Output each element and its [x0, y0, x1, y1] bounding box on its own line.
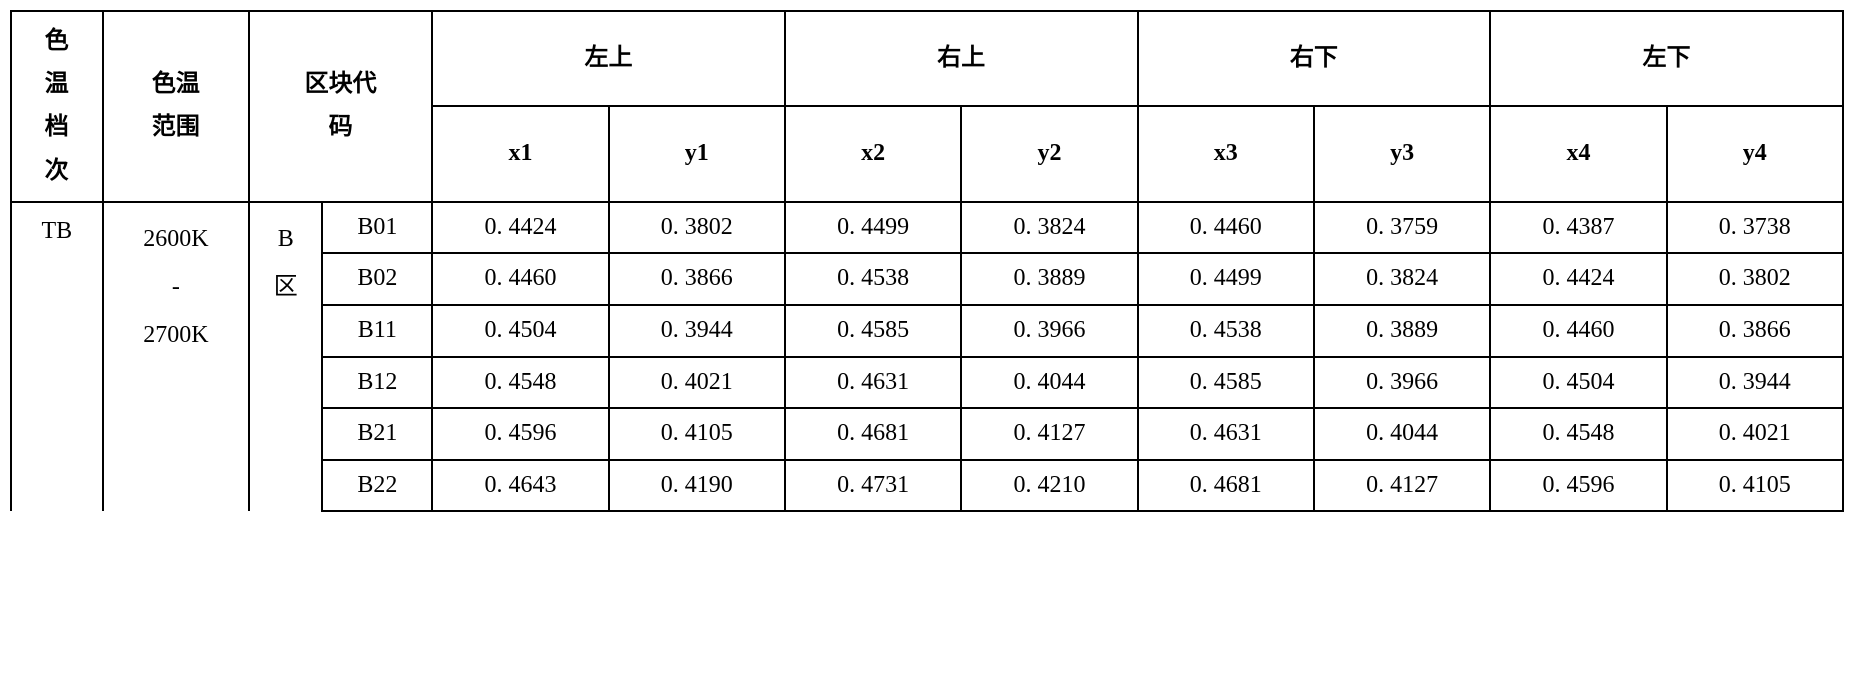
data-cell-x3: 0. 4631: [1138, 408, 1314, 460]
data-cell-x1: 0. 4643: [432, 460, 608, 512]
data-cell-x2: 0. 4731: [785, 460, 961, 512]
grade-cell: TB: [11, 202, 103, 512]
header-bottom-left: 左下: [1490, 11, 1843, 106]
header-y3: y3: [1314, 106, 1490, 201]
data-cell-y4: 0. 3802: [1667, 253, 1843, 305]
data-cell-x3: 0. 4681: [1138, 460, 1314, 512]
data-cell-x2: 0. 4585: [785, 305, 961, 357]
data-cell-y4: 0. 4021: [1667, 408, 1843, 460]
header-x2: x2: [785, 106, 961, 201]
header-top-right: 右上: [785, 11, 1138, 106]
header-y2: y2: [961, 106, 1137, 201]
data-cell-y3: 0. 3966: [1314, 357, 1490, 409]
data-cell-y4: 0. 3944: [1667, 357, 1843, 409]
header-grade: 色温档次: [11, 11, 103, 202]
data-cell-x2: 0. 4681: [785, 408, 961, 460]
data-cell-x3: 0. 4585: [1138, 357, 1314, 409]
data-cell-y1: 0. 3802: [609, 202, 785, 254]
data-cell-y3: 0. 4127: [1314, 460, 1490, 512]
data-cell-y1: 0. 4190: [609, 460, 785, 512]
data-cell-x2: 0. 4631: [785, 357, 961, 409]
data-cell-y3: 0. 3824: [1314, 253, 1490, 305]
code-cell: B02: [322, 253, 432, 305]
code-cell: B21: [322, 408, 432, 460]
data-cell-x1: 0. 4504: [432, 305, 608, 357]
data-cell-x4: 0. 4424: [1490, 253, 1666, 305]
data-cell-y4: 0. 3866: [1667, 305, 1843, 357]
header-x4: x4: [1490, 106, 1666, 201]
header-y1: y1: [609, 106, 785, 201]
range-cell: 2600K-2700K: [103, 202, 250, 512]
header-x1: x1: [432, 106, 608, 201]
data-cell-x1: 0. 4424: [432, 202, 608, 254]
data-cell-x1: 0. 4548: [432, 357, 608, 409]
data-cell-x4: 0. 4596: [1490, 460, 1666, 512]
header-x3: x3: [1138, 106, 1314, 201]
header-row-1: 色温档次 色温范围 区块代码 左上 右上 右下 左下: [11, 11, 1843, 106]
data-cell-x2: 0. 4499: [785, 202, 961, 254]
code-cell: B01: [322, 202, 432, 254]
data-cell-y1: 0. 3944: [609, 305, 785, 357]
data-cell-y4: 0. 4105: [1667, 460, 1843, 512]
data-cell-y2: 0. 4210: [961, 460, 1137, 512]
data-cell-y2: 0. 4127: [961, 408, 1137, 460]
header-top-left: 左上: [432, 11, 785, 106]
table-row: TB2600K-2700KB区B010. 44240. 38020. 44990…: [11, 202, 1843, 254]
code-cell: B22: [322, 460, 432, 512]
data-cell-y3: 0. 3759: [1314, 202, 1490, 254]
header-range: 色温范围: [103, 11, 250, 202]
data-cell-x3: 0. 4538: [1138, 305, 1314, 357]
data-cell-y3: 0. 4044: [1314, 408, 1490, 460]
data-cell-x4: 0. 4387: [1490, 202, 1666, 254]
data-cell-y1: 0. 4021: [609, 357, 785, 409]
data-cell-x3: 0. 4499: [1138, 253, 1314, 305]
data-cell-x1: 0. 4596: [432, 408, 608, 460]
data-cell-x4: 0. 4460: [1490, 305, 1666, 357]
data-cell-x4: 0. 4548: [1490, 408, 1666, 460]
data-cell-y1: 0. 3866: [609, 253, 785, 305]
data-cell-y2: 0. 3824: [961, 202, 1137, 254]
data-cell-y2: 0. 3966: [961, 305, 1137, 357]
data-cell-y2: 0. 3889: [961, 253, 1137, 305]
data-cell-x2: 0. 4538: [785, 253, 961, 305]
region-cell: B区: [249, 202, 322, 512]
data-cell-y4: 0. 3738: [1667, 202, 1843, 254]
header-region-code: 区块代码: [249, 11, 432, 202]
code-cell: B11: [322, 305, 432, 357]
data-cell-y1: 0. 4105: [609, 408, 785, 460]
header-bottom-right: 右下: [1138, 11, 1491, 106]
data-cell-x3: 0. 4460: [1138, 202, 1314, 254]
data-cell-y2: 0. 4044: [961, 357, 1137, 409]
code-cell: B12: [322, 357, 432, 409]
data-cell-x1: 0. 4460: [432, 253, 608, 305]
data-cell-y3: 0. 3889: [1314, 305, 1490, 357]
color-temperature-table: 色温档次 色温范围 区块代码 左上 右上 右下 左下 x1 y1 x2 y2 x…: [10, 10, 1844, 512]
data-cell-x4: 0. 4504: [1490, 357, 1666, 409]
header-y4: y4: [1667, 106, 1843, 201]
